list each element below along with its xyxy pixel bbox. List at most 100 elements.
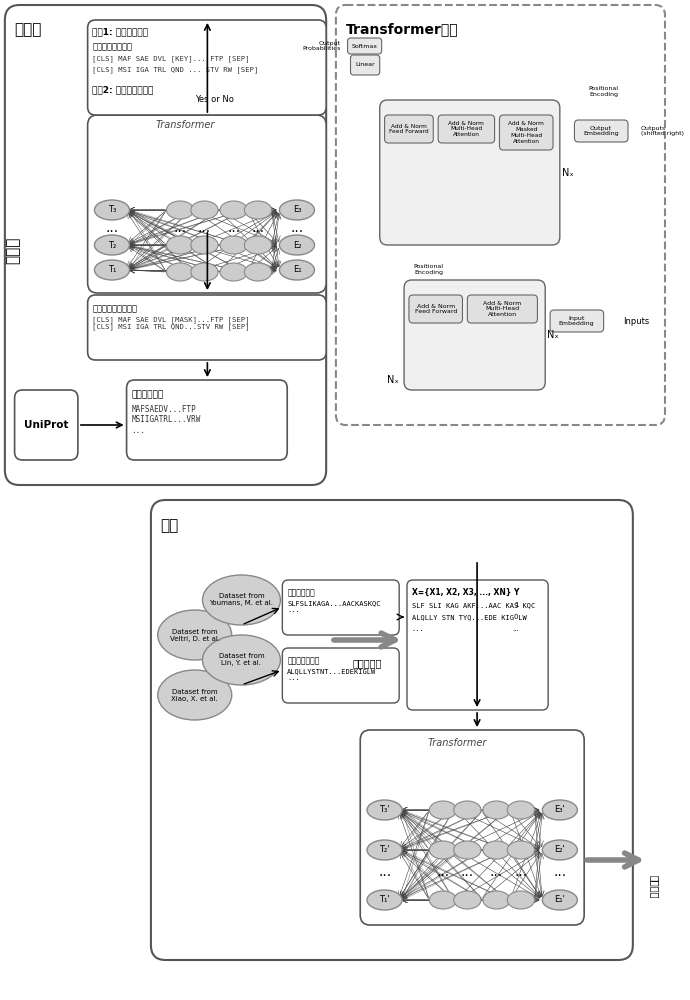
Ellipse shape xyxy=(191,201,218,219)
Text: 预训练: 预训练 xyxy=(6,236,21,264)
Text: Transformer结构: Transformer结构 xyxy=(346,22,458,36)
Text: ...: ... xyxy=(490,865,503,879)
Text: T₁': T₁' xyxy=(380,896,390,904)
Text: 0: 0 xyxy=(514,614,518,620)
FancyBboxPatch shape xyxy=(409,295,462,323)
Ellipse shape xyxy=(279,200,315,220)
Ellipse shape xyxy=(483,801,510,819)
Text: ...: ... xyxy=(514,865,527,879)
FancyBboxPatch shape xyxy=(438,115,495,143)
Ellipse shape xyxy=(429,801,457,819)
FancyBboxPatch shape xyxy=(151,500,633,960)
Text: Outputs
(shifted right): Outputs (shifted right) xyxy=(640,126,684,136)
Text: UniProt: UniProt xyxy=(23,420,68,430)
Text: T₂': T₂' xyxy=(380,846,390,854)
FancyBboxPatch shape xyxy=(404,280,545,390)
Text: X={X1, X2, X3, ..., XN}: X={X1, X2, X3, ..., XN} xyxy=(412,588,511,597)
Ellipse shape xyxy=(95,200,130,220)
Text: Add & Norm
Masked
Multi-Head
Attention: Add & Norm Masked Multi-Head Attention xyxy=(509,121,544,144)
Text: 1: 1 xyxy=(514,602,518,608)
Text: Softmax: Softmax xyxy=(351,43,377,48)
Ellipse shape xyxy=(542,890,578,910)
Text: SLFSLIKAGA...AACKASKQC
...: SLFSLIKAGA...AACKASKQC ... xyxy=(287,600,381,613)
Ellipse shape xyxy=(220,201,247,219)
Text: 预测结果: 预测结果 xyxy=(649,875,659,898)
FancyBboxPatch shape xyxy=(550,310,604,332)
Ellipse shape xyxy=(454,891,481,909)
FancyBboxPatch shape xyxy=(282,580,400,635)
Text: 非抗菌肽序列：: 非抗菌肽序列： xyxy=(287,656,319,665)
Text: E₂': E₂' xyxy=(555,846,565,854)
Text: 预测得到的序列：: 预测得到的序列： xyxy=(92,42,132,51)
Text: SLF SLI KAG AKF...AAC KAS KQC: SLF SLI KAG AKF...AAC KAS KQC xyxy=(412,602,535,608)
Text: [CLS] MAF SAE DVL [MASK]...FTP [SEP]
[CLS] MSI IGA TRL QND...STV RW [SEP]: [CLS] MAF SAE DVL [MASK]...FTP [SEP] [CL… xyxy=(92,316,250,330)
Ellipse shape xyxy=(166,236,194,254)
Text: Dataset from
Youmans, M. et al.: Dataset from Youmans, M. et al. xyxy=(210,593,273,606)
Ellipse shape xyxy=(429,891,457,909)
Ellipse shape xyxy=(507,841,535,859)
Text: Add & Norm
Multi-Head
Attention: Add & Norm Multi-Head Attention xyxy=(483,301,522,317)
Text: Add & Norm
Feed Forward: Add & Norm Feed Forward xyxy=(389,124,428,134)
FancyBboxPatch shape xyxy=(336,5,665,425)
Ellipse shape xyxy=(244,201,272,219)
Text: Nₓ: Nₓ xyxy=(386,375,398,385)
Ellipse shape xyxy=(367,840,402,860)
Text: 微调: 微调 xyxy=(161,518,179,533)
Text: Yes or No: Yes or No xyxy=(195,95,234,104)
Ellipse shape xyxy=(507,801,535,819)
Ellipse shape xyxy=(483,891,510,909)
Text: T₂: T₂ xyxy=(108,240,116,249)
Ellipse shape xyxy=(244,236,272,254)
Text: E₂: E₂ xyxy=(293,240,302,249)
FancyBboxPatch shape xyxy=(14,390,78,460)
Ellipse shape xyxy=(279,235,315,255)
Text: Nₓ: Nₓ xyxy=(562,167,573,178)
Ellipse shape xyxy=(367,800,402,820)
Text: 任务1: 掩盖语言模型: 任务1: 掩盖语言模型 xyxy=(92,27,148,36)
Text: ...: ... xyxy=(106,221,119,235)
Ellipse shape xyxy=(202,575,280,625)
Text: [CLS] MAF SAE DVL [KEY]... FTP [SEP]: [CLS] MAF SAE DVL [KEY]... FTP [SEP] xyxy=(92,55,250,62)
FancyBboxPatch shape xyxy=(88,295,326,360)
Text: ...: ... xyxy=(251,221,264,235)
Text: Dataset from
Veltri, D. et al.: Dataset from Veltri, D. et al. xyxy=(170,629,220,642)
Text: Input
Embedding: Input Embedding xyxy=(559,316,594,326)
FancyBboxPatch shape xyxy=(282,648,400,703)
Text: 任务2: 句子连续性预测: 任务2: 句子连续性预测 xyxy=(92,85,154,94)
Ellipse shape xyxy=(202,635,280,685)
Ellipse shape xyxy=(220,236,247,254)
Ellipse shape xyxy=(244,263,272,281)
FancyBboxPatch shape xyxy=(384,115,433,143)
Text: Output
Embedding: Output Embedding xyxy=(583,126,618,136)
Text: 预训练: 预训练 xyxy=(14,22,42,37)
Text: 抗菌肽序列：: 抗菌肽序列： xyxy=(287,588,315,597)
Text: ...: ... xyxy=(290,221,304,235)
Text: T₁: T₁ xyxy=(108,265,116,274)
FancyBboxPatch shape xyxy=(467,295,538,323)
Text: ...: ... xyxy=(513,626,520,632)
Text: T₃: T₃ xyxy=(108,206,116,215)
Ellipse shape xyxy=(158,610,232,660)
Text: MAFSAEDV...FTP
MSIIGATRL...VRW
...: MAFSAEDV...FTP MSIIGATRL...VRW ... xyxy=(131,405,201,435)
Ellipse shape xyxy=(483,841,510,859)
FancyBboxPatch shape xyxy=(407,580,548,710)
Ellipse shape xyxy=(220,263,247,281)
Ellipse shape xyxy=(542,800,578,820)
Text: E₃': E₃' xyxy=(555,806,565,814)
Text: Dataset from
Lin, Y. et al.: Dataset from Lin, Y. et al. xyxy=(219,654,264,666)
Text: E₁: E₁ xyxy=(293,265,302,274)
Text: Add & Norm
Feed Forward: Add & Norm Feed Forward xyxy=(415,304,457,314)
Text: Transformer: Transformer xyxy=(428,738,487,748)
Text: ALQLLY STN TYQ...EDE KIG LW: ALQLLY STN TYQ...EDE KIG LW xyxy=(412,614,526,620)
FancyBboxPatch shape xyxy=(380,100,560,245)
FancyBboxPatch shape xyxy=(5,5,326,485)
Ellipse shape xyxy=(279,260,315,280)
Ellipse shape xyxy=(429,841,457,859)
Ellipse shape xyxy=(166,201,194,219)
Text: Y: Y xyxy=(513,588,519,597)
FancyBboxPatch shape xyxy=(360,730,584,925)
Text: ...: ... xyxy=(227,221,240,235)
Text: Linear: Linear xyxy=(355,62,375,68)
FancyBboxPatch shape xyxy=(126,380,287,460)
Text: Dataset from
Xiao, X. et al.: Dataset from Xiao, X. et al. xyxy=(171,688,218,702)
